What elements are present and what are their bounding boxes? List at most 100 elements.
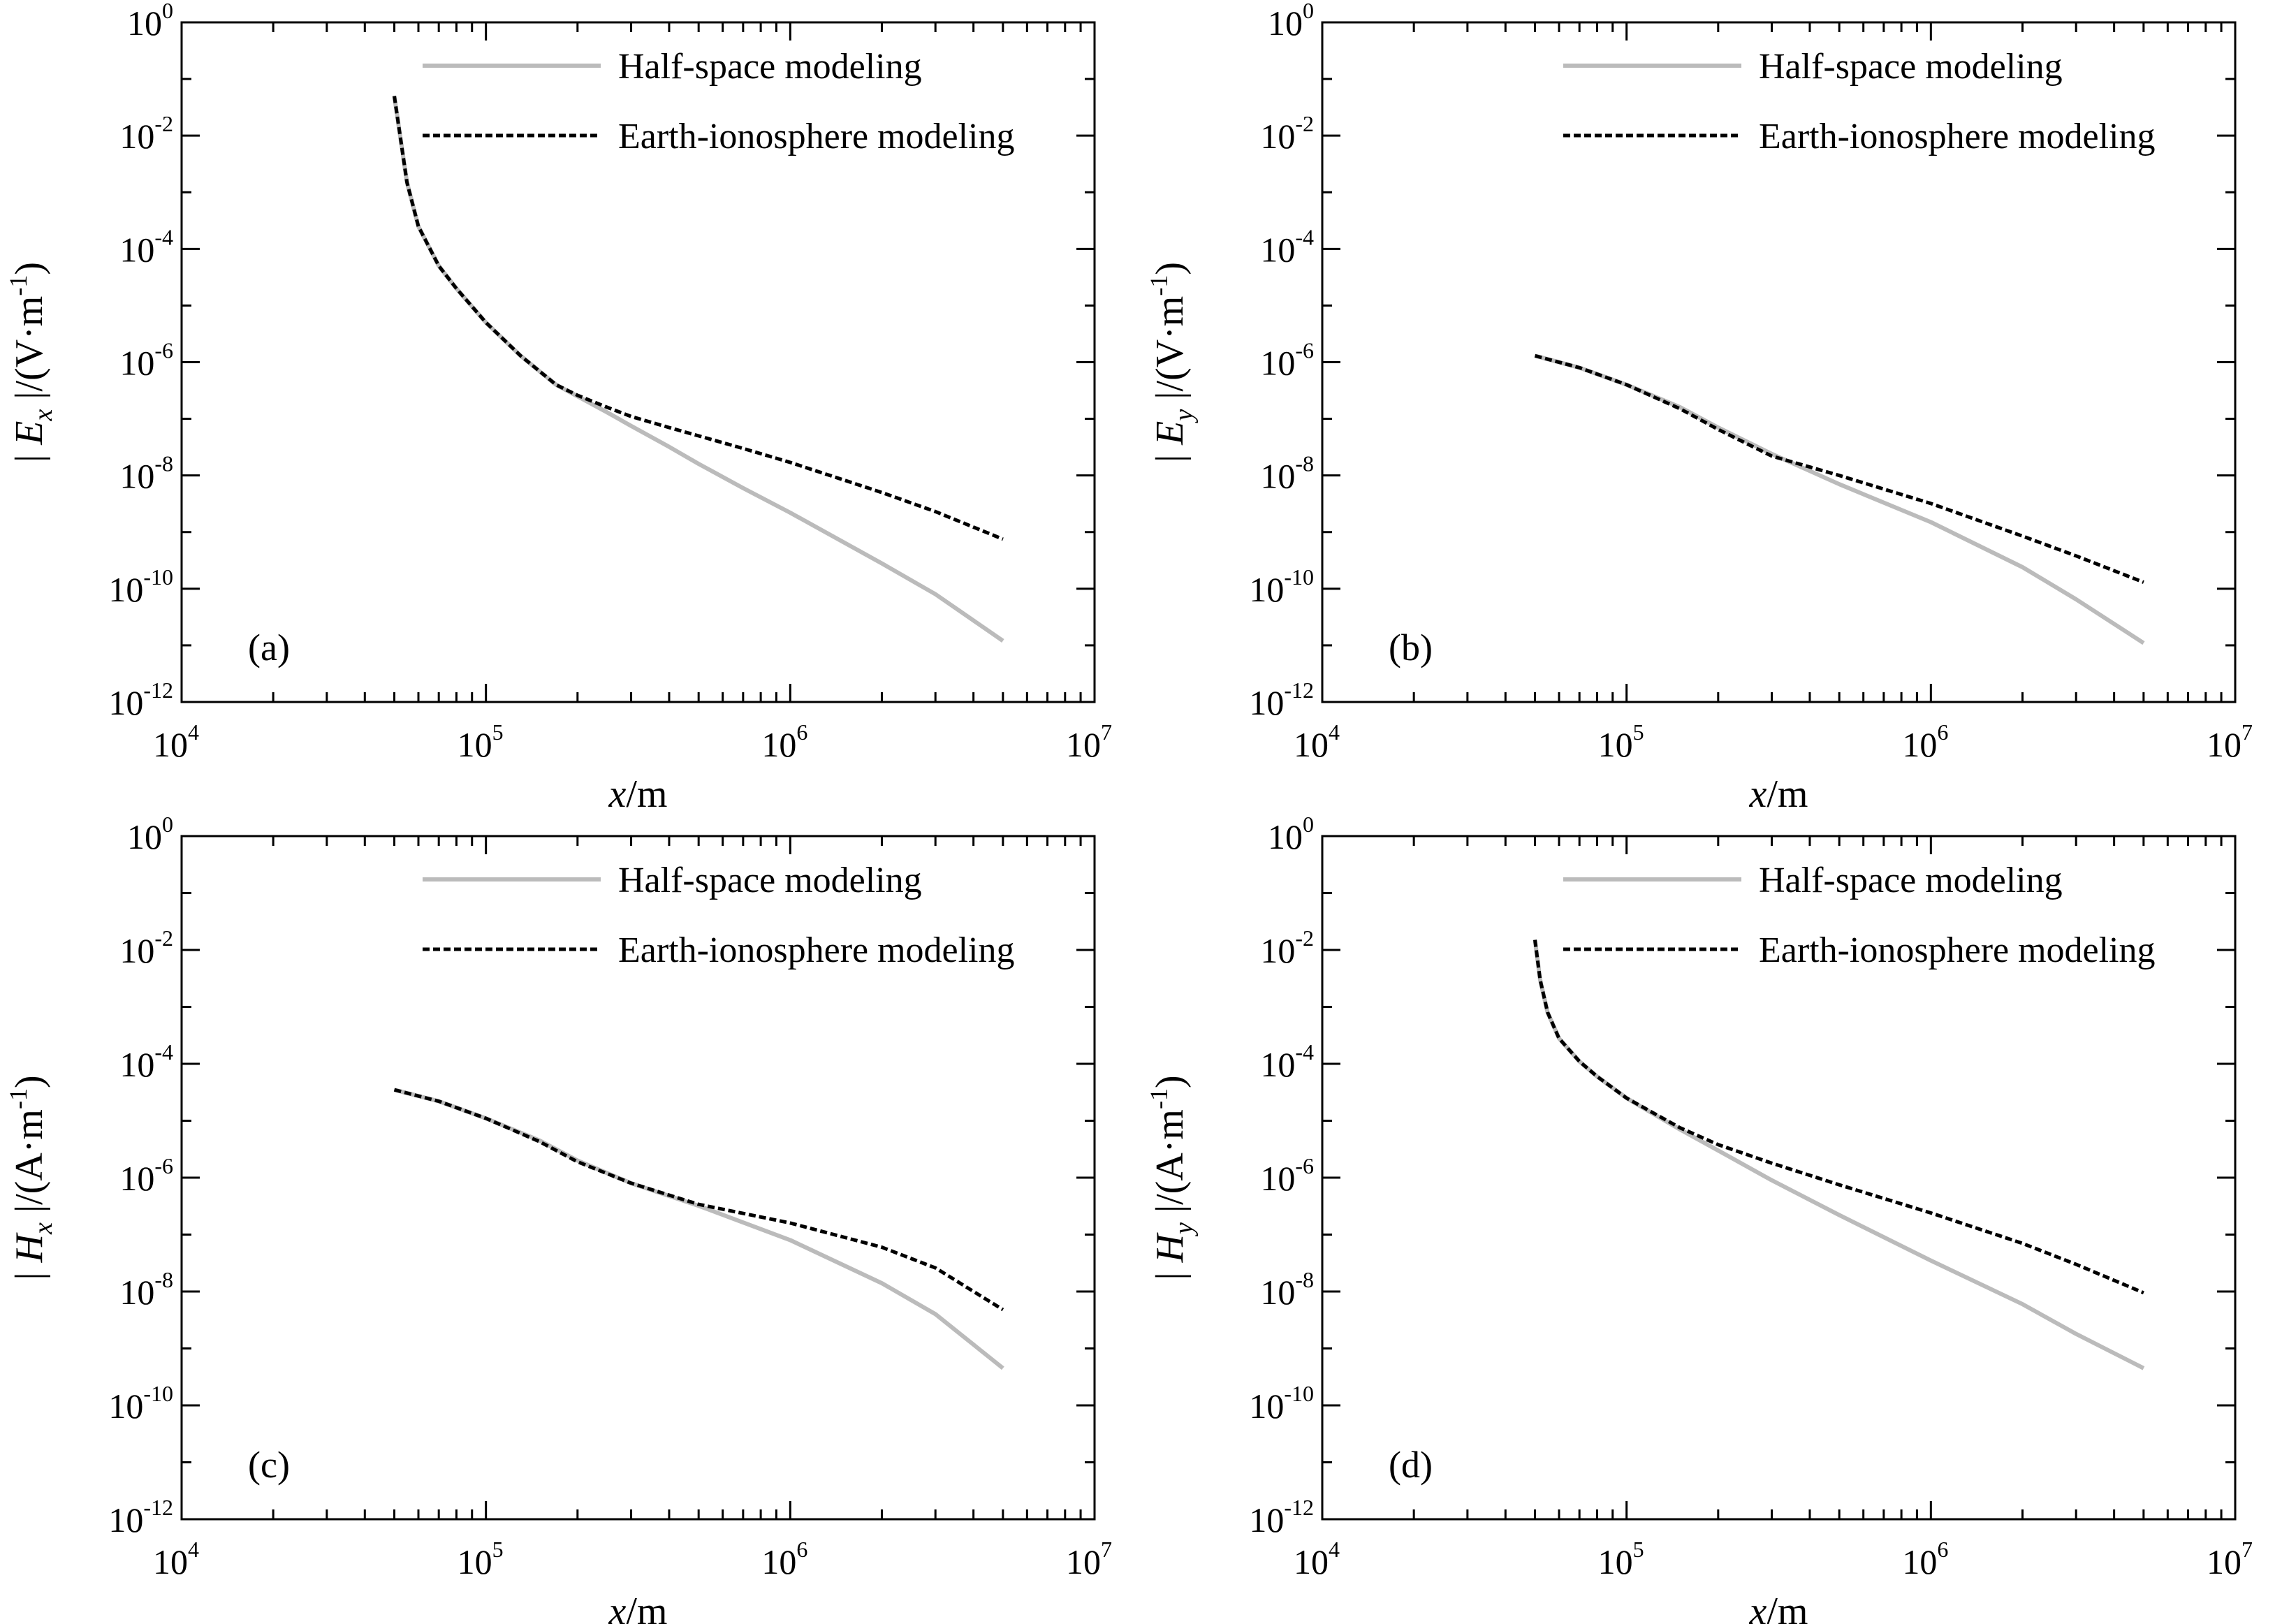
- series-line-half-space: [1534, 353, 2145, 645]
- y-tick-exponent: 0: [162, 0, 173, 23]
- y-tick-base: 10: [1260, 230, 1295, 269]
- y-tick-exponent: -4: [154, 224, 173, 249]
- legend-label: Half-space modeling: [1759, 47, 2063, 87]
- series-line-half-space: [392, 96, 1004, 643]
- x-tick-label: 106: [1902, 719, 1948, 764]
- x-axis-label-unit: /m: [1767, 1590, 1808, 1624]
- y-tick-label: 10-6: [119, 1153, 173, 1198]
- y-tick-exponent: -4: [1295, 1039, 1314, 1065]
- y-axis-label-quantity: E: [8, 421, 51, 446]
- legend-label: Half-space modeling: [618, 47, 922, 87]
- x-tick-label: 105: [1598, 1537, 1644, 1581]
- y-tick-label: 10-10: [1249, 564, 1314, 609]
- x-tick-base: 10: [1066, 1542, 1101, 1581]
- y-tick-label: 10-8: [119, 451, 173, 496]
- y-tick-exponent: 0: [162, 812, 173, 837]
- series-line-earth-ionosphere: [1533, 939, 2144, 1295]
- y-tick-exponent: -12: [143, 1495, 173, 1520]
- y-tick-base: 10: [108, 570, 143, 609]
- y-tick-base: 10: [108, 1387, 143, 1426]
- x-tick-base: 10: [2207, 1542, 2241, 1581]
- x-tick-label: 104: [1294, 1537, 1340, 1581]
- y-tick-label: 100: [1268, 0, 1314, 43]
- y-axis-label-bar-open: |: [8, 445, 51, 462]
- x-tick-label: 107: [1066, 1537, 1112, 1581]
- y-axis-label-subscript: y: [1169, 409, 1199, 424]
- x-axis-label: x/m: [608, 1590, 668, 1624]
- y-tick-label: 10-4: [119, 1039, 173, 1084]
- x-axis-label-variable: x: [1749, 1590, 1767, 1624]
- y-tick-base: 10: [1268, 817, 1303, 856]
- y-tick-exponent: -6: [1295, 338, 1314, 363]
- x-tick-label: 104: [153, 719, 199, 764]
- y-tick-exponent: 0: [1303, 0, 1314, 23]
- y-tick-exponent: -2: [154, 111, 173, 136]
- x-tick-base: 10: [761, 1542, 796, 1581]
- y-tick-label: 10-4: [119, 224, 173, 269]
- y-tick-base: 10: [1249, 683, 1284, 722]
- y-tick-base: 10: [119, 457, 154, 496]
- y-tick-exponent: -6: [154, 338, 173, 363]
- y-tick-base: 10: [1268, 3, 1303, 43]
- series-line-earth-ionosphere: [393, 96, 1004, 541]
- y-axis-label-unit: /(A·m: [1148, 1109, 1192, 1205]
- y-axis-label-bar-open: |: [1148, 445, 1192, 462]
- y-tick-base: 10: [108, 1500, 143, 1539]
- y-axis-label-unit: /(V·m: [1148, 296, 1192, 392]
- y-axis-label-quantity: H: [1148, 1232, 1192, 1263]
- y-tick-label: 100: [127, 812, 173, 856]
- y-tick-exponent: -10: [143, 564, 173, 590]
- x-tick-base: 10: [1598, 725, 1633, 764]
- y-tick-label: 10-2: [119, 111, 173, 156]
- y-tick-exponent: -12: [1284, 1495, 1314, 1520]
- x-tick-exponent: 7: [1101, 1537, 1112, 1562]
- x-axis-label-unit: /m: [626, 773, 667, 816]
- y-axis-label-bar-close: |: [8, 1205, 51, 1222]
- y-tick-label: 10-6: [1260, 1153, 1314, 1198]
- y-axis-label-subscript: x: [29, 1222, 58, 1235]
- x-tick-exponent: 4: [1329, 719, 1340, 745]
- x-axis-label: x/m: [608, 773, 668, 816]
- y-axis-label-unit: /(V·m: [8, 296, 51, 392]
- x-tick-base: 10: [2207, 725, 2241, 764]
- y-tick-label: 10-12: [1249, 1495, 1314, 1539]
- chart-panel-b: 104 105 106 10710-1210-1010-810-610-410-210…: [1145, 0, 2253, 816]
- x-tick-exponent: 4: [188, 1537, 199, 1562]
- y-axis-label-unit-exponent: -1: [4, 1088, 32, 1109]
- y-tick-exponent: -8: [1295, 1267, 1314, 1292]
- x-axis-label-variable: x: [608, 773, 627, 816]
- y-tick-base: 10: [119, 1273, 154, 1312]
- y-tick-base: 10: [1249, 1500, 1284, 1539]
- y-tick-exponent: -6: [1295, 1153, 1314, 1178]
- y-tick-exponent: -4: [154, 1039, 173, 1065]
- x-tick-base: 10: [1066, 725, 1101, 764]
- x-tick-exponent: 6: [1937, 719, 1948, 745]
- x-axis-label: x/m: [1749, 1590, 1808, 1624]
- x-tick-label: 107: [2207, 1537, 2253, 1581]
- x-tick-exponent: 6: [1937, 1537, 1948, 1562]
- x-tick-base: 10: [1902, 1542, 1937, 1581]
- panel-label: (d): [1389, 1444, 1433, 1486]
- y-tick-label: 10-12: [1249, 678, 1314, 722]
- y-axis-label: | Ey |/(V·m-1): [1145, 262, 1199, 462]
- y-axis-label: | Ex |/(V·m-1): [4, 262, 58, 462]
- x-tick-exponent: 4: [1329, 1537, 1340, 1562]
- x-tick-label: 105: [458, 719, 504, 764]
- y-tick-exponent: -8: [1295, 451, 1314, 476]
- x-tick-label: 106: [1902, 1537, 1948, 1581]
- x-tick-label: 107: [1066, 719, 1112, 764]
- y-tick-exponent: -8: [154, 451, 173, 476]
- y-tick-base: 10: [1260, 457, 1295, 496]
- x-axis-label-unit: /m: [1767, 773, 1808, 816]
- y-axis-label-bar-close: |: [1148, 1205, 1192, 1222]
- x-axis-label-variable: x: [608, 1590, 627, 1624]
- x-tick-base: 10: [1294, 1542, 1329, 1581]
- y-axis-label-unit-exponent: -1: [4, 275, 32, 296]
- y-axis-label-unit-close: ): [8, 262, 51, 275]
- y-axis-label-subscript: y: [1169, 1222, 1199, 1237]
- legend-label: Half-space modeling: [618, 861, 922, 900]
- y-tick-exponent: -2: [1295, 111, 1314, 136]
- x-tick-exponent: 5: [492, 1537, 504, 1562]
- y-tick-exponent: -12: [1284, 678, 1314, 703]
- x-tick-label: 105: [458, 1537, 504, 1581]
